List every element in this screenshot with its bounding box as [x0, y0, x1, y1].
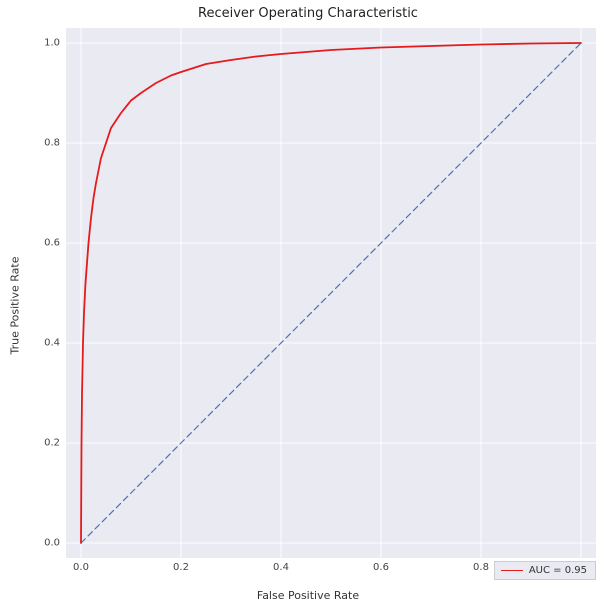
plot-area: [66, 28, 596, 558]
y-tick-label: 1.0: [26, 38, 60, 49]
x-axis-label: False Positive Rate: [0, 589, 616, 602]
y-tick-label: 0.8: [26, 138, 60, 149]
y-axis-label: True Positive Rate: [9, 256, 22, 354]
y-tick-label: 0.2: [26, 438, 60, 449]
y-tick-label: 0.0: [26, 538, 60, 549]
x-tick-label: 0.2: [173, 562, 189, 573]
figure: Receiver Operating Characteristic True P…: [0, 0, 616, 610]
x-tick-label: 0.0: [73, 562, 89, 573]
y-tick-label: 0.6: [26, 238, 60, 249]
x-tick-label: 0.6: [373, 562, 389, 573]
legend-label: AUC = 0.95: [529, 565, 587, 576]
x-tick-label: 0.8: [473, 562, 489, 573]
legend-line: [501, 570, 523, 571]
y-tick-label: 0.4: [26, 338, 60, 349]
legend: AUC = 0.95: [494, 561, 596, 580]
chart-title: Receiver Operating Characteristic: [0, 6, 616, 21]
y-axis-label-wrap: True Positive Rate: [6, 0, 24, 610]
x-tick-label: 0.4: [273, 562, 289, 573]
